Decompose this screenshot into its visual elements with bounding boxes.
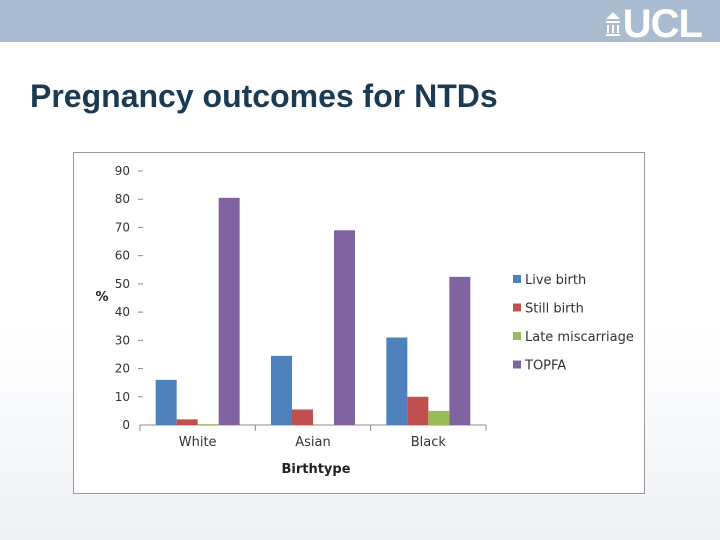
logo-text: UCL [622, 2, 703, 46]
bar [386, 337, 408, 425]
bar-chart: 0 10 20 30 40 50 60 70 80 90 White Asian Black Live… [95, 164, 634, 477]
y-tick-label: 0 [122, 418, 130, 432]
top-banner [0, 0, 720, 42]
y-tick-label: 80 [115, 192, 130, 206]
ucl-portico-icon [605, 12, 620, 36]
bar [197, 424, 219, 425]
bar [271, 355, 292, 425]
bars [155, 197, 471, 425]
x-axis-label: Birthtype [281, 462, 350, 477]
bar [407, 396, 429, 425]
y-tick-label: 90 [115, 164, 130, 178]
bar [155, 379, 177, 425]
bar [428, 410, 450, 425]
y-tick-label: 20 [115, 362, 130, 376]
y-tick-label: 10 [115, 390, 130, 404]
bar [218, 197, 240, 425]
legend-label: TOPFA [524, 359, 566, 374]
bar [176, 419, 198, 425]
legend-swatch [513, 275, 521, 283]
y-axis-label: % [95, 290, 108, 305]
legend-label: Live birth [525, 273, 586, 288]
y-axis: 0 10 20 30 40 50 60 70 80 90 [115, 164, 143, 432]
x-tick-label: Asian [295, 435, 330, 450]
legend-label: Late miscarriage [525, 330, 634, 345]
bar [334, 230, 355, 425]
ucl-logo: UCL [605, 2, 703, 46]
bar [449, 276, 471, 425]
slide-title: Pregnancy outcomes for NTDs [30, 78, 498, 114]
legend-swatch [513, 360, 521, 369]
y-tick-label: 30 [115, 333, 130, 347]
y-tick-label: 50 [115, 277, 130, 291]
x-tick-label: Black [411, 435, 447, 450]
y-tick-label: 60 [115, 249, 130, 263]
x-axis: White Asian Black [139, 424, 487, 450]
legend-swatch [513, 303, 521, 312]
legend: Live birth Still birth Late miscarriage TOP… [513, 273, 634, 374]
chart-frame: 0 10 20 30 40 50 60 70 80 90 White Asian Black Live… [73, 152, 645, 494]
bar [292, 409, 313, 425]
y-tick-label: 70 [115, 220, 130, 234]
legend-label: Still birth [525, 302, 584, 317]
y-tick-label: 40 [115, 305, 130, 319]
x-tick-label: White [179, 435, 217, 450]
legend-swatch [513, 332, 521, 340]
